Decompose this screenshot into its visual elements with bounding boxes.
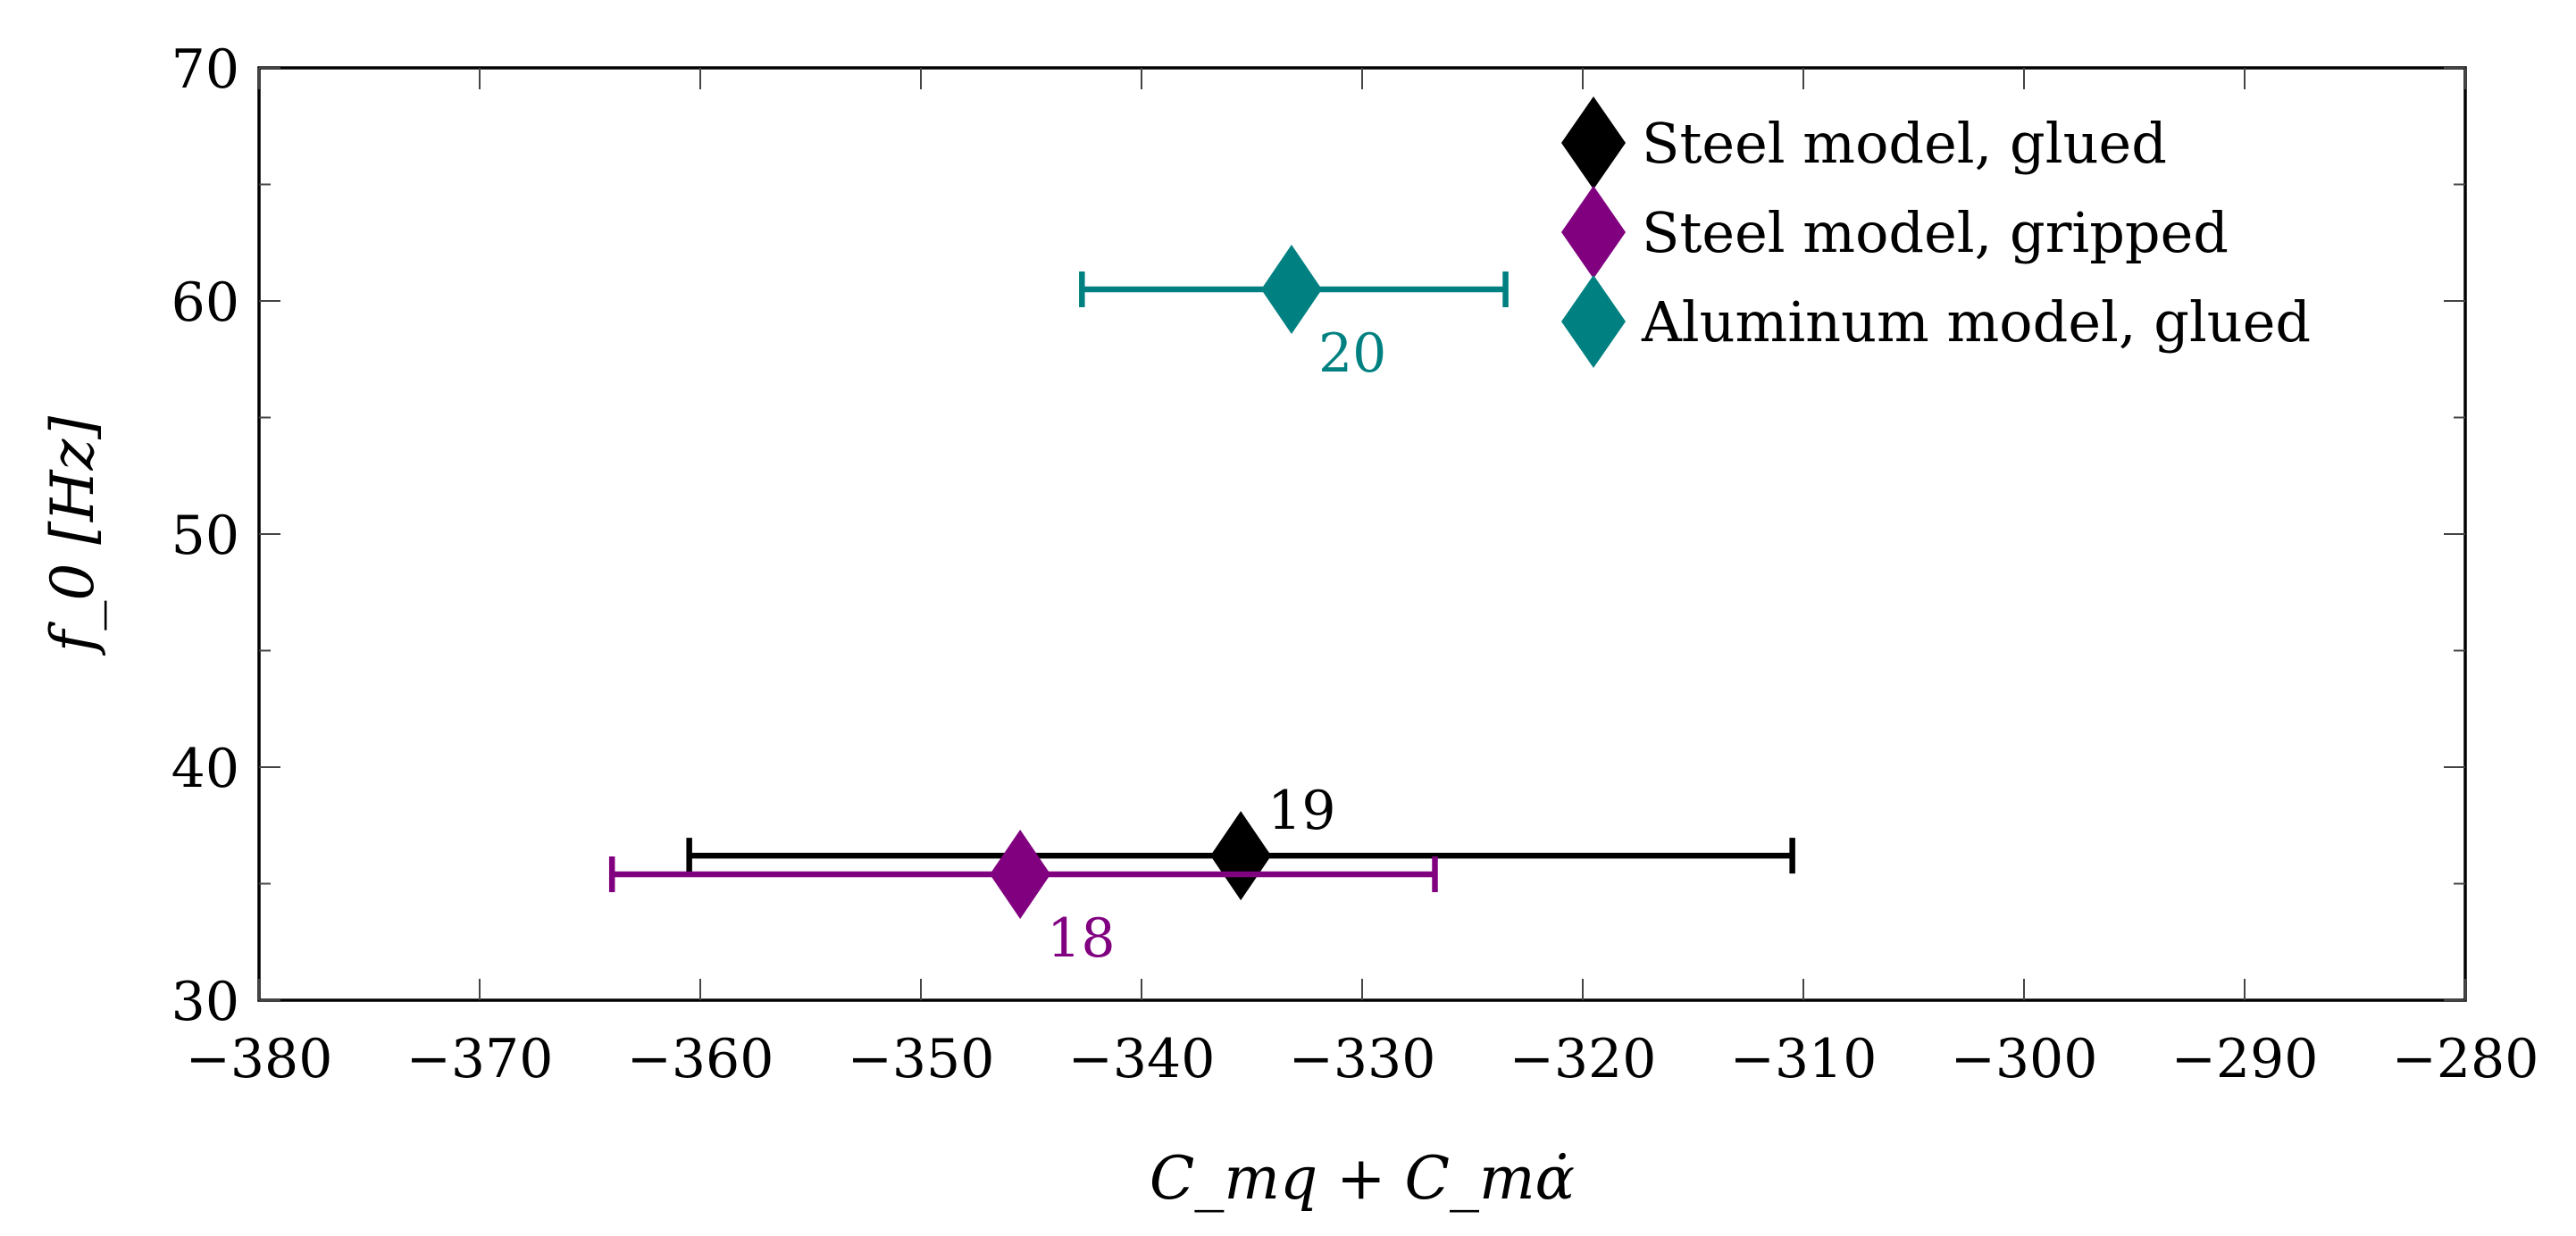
x-tick-label: −380	[186, 1028, 333, 1090]
x-tick-label: −340	[1068, 1028, 1216, 1090]
legend-label: Aluminum model, glued	[1641, 289, 2311, 355]
axis-titles: C_mq + C_mα̇ f_0 [Hz]	[38, 416, 1575, 1213]
x-tick-label: −300	[1951, 1028, 2098, 1090]
y-tick-label: 60	[171, 271, 239, 334]
x-tick-label: −290	[2171, 1028, 2319, 1090]
legend-marker	[1561, 96, 1626, 189]
data-series: 19 18 20	[608, 244, 1795, 970]
x-tick-label: −330	[1289, 1028, 1436, 1090]
legend: Steel model, glued Steel model, gripped Al…	[1561, 96, 2311, 368]
x-axis-title: C_mq + C_mα̇	[1150, 1144, 1575, 1213]
x-axis: −380 −370 −360 −350 −340 −330 −320 −310 −300 −290…	[186, 68, 2539, 1090]
y-tick-label: 30	[171, 971, 239, 1033]
x-tick-label: −360	[627, 1028, 774, 1090]
data-point	[990, 830, 1051, 920]
x-tick-label: −310	[1730, 1028, 1878, 1090]
y-tick-label: 40	[171, 738, 239, 800]
x-tick-label: −370	[406, 1028, 554, 1090]
legend-marker	[1561, 186, 1626, 279]
x-tick-label: −280	[2392, 1028, 2539, 1090]
y-tick-label: 70	[171, 38, 239, 101]
legend-label: Steel model, gripped	[1642, 200, 2229, 265]
legend-label: Steel model, glued	[1642, 111, 2167, 176]
x-tick-label: −320	[1510, 1028, 1657, 1090]
data-label: 20	[1318, 322, 1386, 385]
data-label: 19	[1267, 780, 1335, 842]
y-axis-title: f_0 [Hz]	[38, 416, 107, 656]
y-tick-label: 50	[171, 505, 239, 567]
legend-marker	[1561, 275, 1626, 368]
y-axis: 30 40 50 60 70	[171, 38, 2465, 1033]
data-point	[1210, 811, 1272, 901]
data-label: 18	[1047, 907, 1115, 970]
x-tick-label: −350	[848, 1028, 995, 1090]
data-point	[1260, 244, 1322, 334]
